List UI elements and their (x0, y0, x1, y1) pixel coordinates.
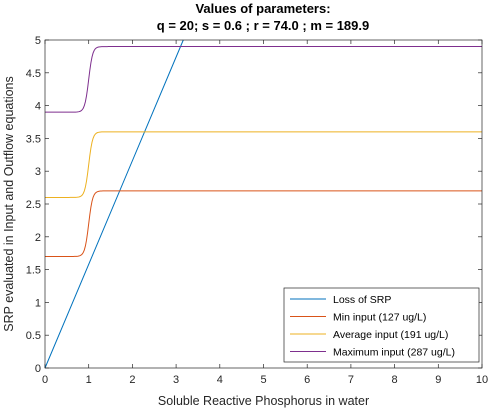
x-tick-label: 6 (304, 374, 310, 386)
y-tick-label: 0 (35, 363, 41, 375)
x-tick-label: 2 (129, 374, 135, 386)
legend-label: Loss of SRP (333, 294, 391, 306)
y-tick-label: 5 (35, 35, 41, 47)
x-axis-label: Soluble Reactive Phosphorus in water (158, 394, 369, 408)
x-tick-label: 5 (260, 374, 266, 386)
x-tick-label: 3 (173, 374, 179, 386)
x-tick-label: 9 (435, 374, 441, 386)
y-tick-label: 1 (35, 297, 41, 309)
legend-box (283, 287, 480, 363)
ticks-layer: 0 1 2 3 4 5 6 7 8 9 10 0 0.5 1 1.5 2 2.5 3 3.5 4 4.5 5 (26, 35, 488, 386)
series-layer (44, 39, 482, 369)
y-axis-label: SRP evaluated in Input and Outflow equat… (2, 76, 16, 332)
y-tick-label: 4.5 (26, 68, 41, 80)
chart-subtitle: q = 20; s = 0.6 ; r = 74.0 ; m = 189.9 (157, 18, 369, 33)
chart-title: Values of parameters: (195, 1, 330, 16)
y-tick-label: 4 (35, 101, 41, 113)
series-line-3 (45, 131, 482, 198)
series-line-1 (44, 39, 184, 369)
y-tick-label: 3 (35, 166, 41, 178)
series-line-4 (45, 46, 482, 113)
y-tick-label: 0.5 (26, 330, 41, 342)
x-tick-label: 0 (42, 374, 48, 386)
legend-label: Min input (127 ug/L) (333, 312, 426, 324)
x-tick-label: 10 (476, 374, 488, 386)
y-tick-label: 2.5 (26, 199, 41, 211)
series-line-2 (45, 190, 482, 257)
x-tick-label: 1 (86, 374, 92, 386)
y-tick-label: 3.5 (26, 133, 41, 145)
x-tick-label: 8 (392, 374, 398, 386)
y-tick-label: 1.5 (26, 265, 41, 277)
legend-label: Maximum input (287 ug/L) (333, 347, 455, 359)
legend: Loss of SRP Min input (127 ug/L) Average i… (283, 287, 480, 363)
x-tick-label: 7 (348, 374, 354, 386)
legend-label: Average input (191 ug/L) (333, 329, 448, 341)
y-tick-label: 2 (35, 232, 41, 244)
x-tick-label: 4 (217, 374, 223, 386)
